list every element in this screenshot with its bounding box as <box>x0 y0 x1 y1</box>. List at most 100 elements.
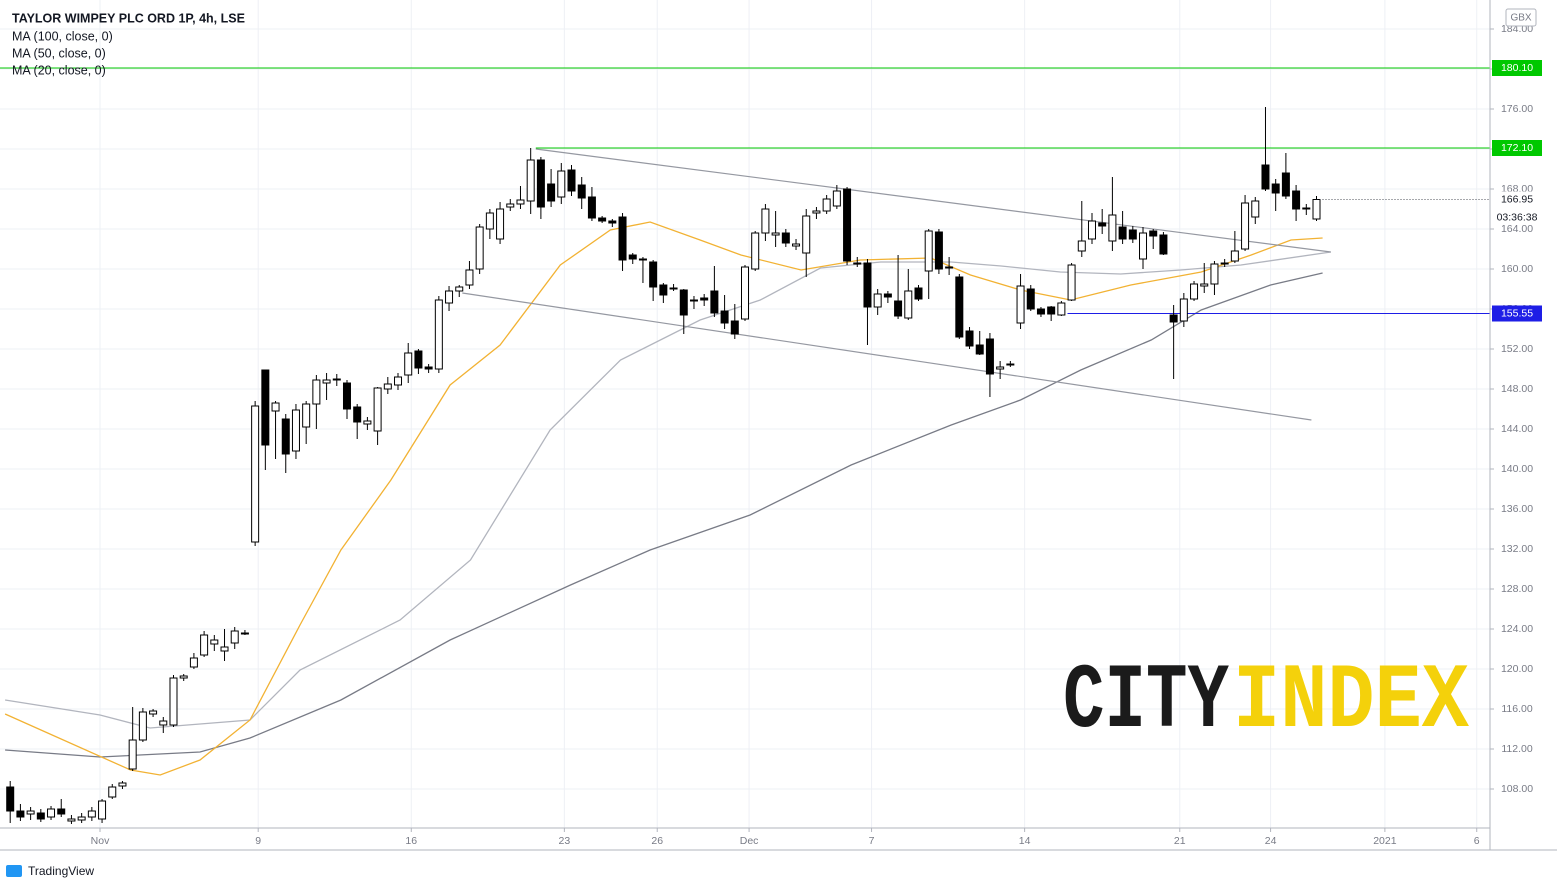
candle-body <box>955 276 964 338</box>
level-label: 180.10 <box>1501 62 1533 74</box>
candle-body <box>802 215 811 254</box>
candle-body <box>220 646 229 652</box>
watermark-city: CITY <box>1063 649 1230 754</box>
legend-entry: MA (100, close, 0) <box>12 29 113 43</box>
candle-body <box>669 287 678 290</box>
candle-body <box>1271 183 1280 194</box>
candle-body <box>373 387 382 432</box>
x-tick-label: Nov <box>91 835 110 847</box>
y-tick-label: 124.00 <box>1501 623 1533 635</box>
candle-body <box>67 818 76 822</box>
candle-body <box>1210 263 1219 285</box>
candle-body <box>1108 214 1117 242</box>
watermark: CITY INDEX <box>1063 649 1470 754</box>
candle-body <box>659 284 668 296</box>
candle-body <box>679 289 688 316</box>
x-tick-label: 23 <box>559 835 571 847</box>
candle-body <box>557 170 566 198</box>
y-tick-label: 140.00 <box>1501 463 1533 475</box>
candle-body <box>730 320 739 335</box>
candle-body <box>863 262 872 308</box>
trend-line <box>535 148 1331 253</box>
candle-body <box>700 297 709 301</box>
candle-body <box>26 810 35 815</box>
candle-body <box>1047 306 1056 315</box>
candle-body <box>87 810 96 818</box>
candle-body <box>1149 230 1158 237</box>
y-tick-label: 176.00 <box>1501 103 1533 115</box>
currency-box[interactable] <box>1505 8 1537 27</box>
candle-body <box>1179 298 1188 322</box>
candle-body <box>638 258 647 261</box>
legend: TAYLOR WIMPEY PLC ORD 1P, 4h, LSE MA (10… <box>12 11 245 77</box>
candle-body <box>240 632 249 635</box>
candle-body <box>47 808 56 818</box>
candle-body <box>1128 229 1137 240</box>
candle-body <box>485 212 494 230</box>
level-label-box <box>1492 305 1542 322</box>
footer: TradingView <box>6 864 94 878</box>
candle-body <box>16 810 25 818</box>
candle-body <box>210 639 219 645</box>
candle-body <box>649 261 658 288</box>
x-tick-label: 9 <box>255 835 261 847</box>
candle-body <box>98 800 107 820</box>
candle-body <box>445 290 454 304</box>
candle-body <box>200 634 209 656</box>
candle-body <box>1190 283 1199 300</box>
candle-body <box>363 420 372 425</box>
candle-body <box>230 630 239 644</box>
candle-body <box>812 210 821 214</box>
candle-body <box>404 352 413 376</box>
candle-body <box>598 217 607 222</box>
candle-body <box>781 232 790 244</box>
candle-body <box>394 376 403 386</box>
legend-entry: MA (20, close, 0) <box>12 63 106 77</box>
candle-body <box>1139 232 1148 260</box>
candle-body <box>1169 314 1178 323</box>
candle-body <box>771 232 780 236</box>
candle-body <box>832 190 841 207</box>
candle-body <box>975 344 984 355</box>
candle-body <box>506 203 515 208</box>
x-tick-label: 7 <box>869 835 875 847</box>
candle-body <box>720 310 729 324</box>
x-tick-label: 24 <box>1265 835 1277 847</box>
candle-body <box>342 382 351 410</box>
current-price-label: 166.95 <box>1501 193 1533 205</box>
candle-body <box>577 184 586 199</box>
bar-countdown: 03:36:38 <box>1497 211 1538 223</box>
y-tick-label: 108.00 <box>1501 783 1533 795</box>
candle-body <box>792 243 801 247</box>
candle-body <box>628 254 637 260</box>
y-tick-label: 152.00 <box>1501 343 1533 355</box>
candle-body <box>894 300 903 317</box>
candle-body <box>57 808 66 815</box>
candle-body <box>251 405 260 543</box>
candle-body <box>455 286 464 292</box>
candle-body <box>710 290 719 314</box>
candle-body <box>189 657 198 668</box>
candle-body <box>1118 226 1127 240</box>
candle-body <box>873 293 882 308</box>
candle-body <box>1230 250 1239 262</box>
candle-body <box>1200 283 1209 287</box>
level-label-box <box>1492 140 1542 156</box>
candle-body <box>1077 240 1086 252</box>
candle-body <box>322 379 331 384</box>
candle-body <box>741 266 749 320</box>
candle-body <box>159 720 168 726</box>
candle-body <box>843 188 852 262</box>
candle-body <box>281 418 290 455</box>
candle-body <box>1292 190 1301 210</box>
watermark-index: INDEX <box>1233 649 1470 754</box>
candle-body <box>822 198 831 212</box>
candle-body <box>751 232 760 270</box>
moving-average-line <box>4 221 1323 776</box>
candle-body <box>302 403 311 428</box>
candle-body <box>138 711 147 741</box>
candle-body <box>108 786 117 798</box>
candle-body <box>6 786 15 812</box>
candle-body <box>965 330 974 347</box>
